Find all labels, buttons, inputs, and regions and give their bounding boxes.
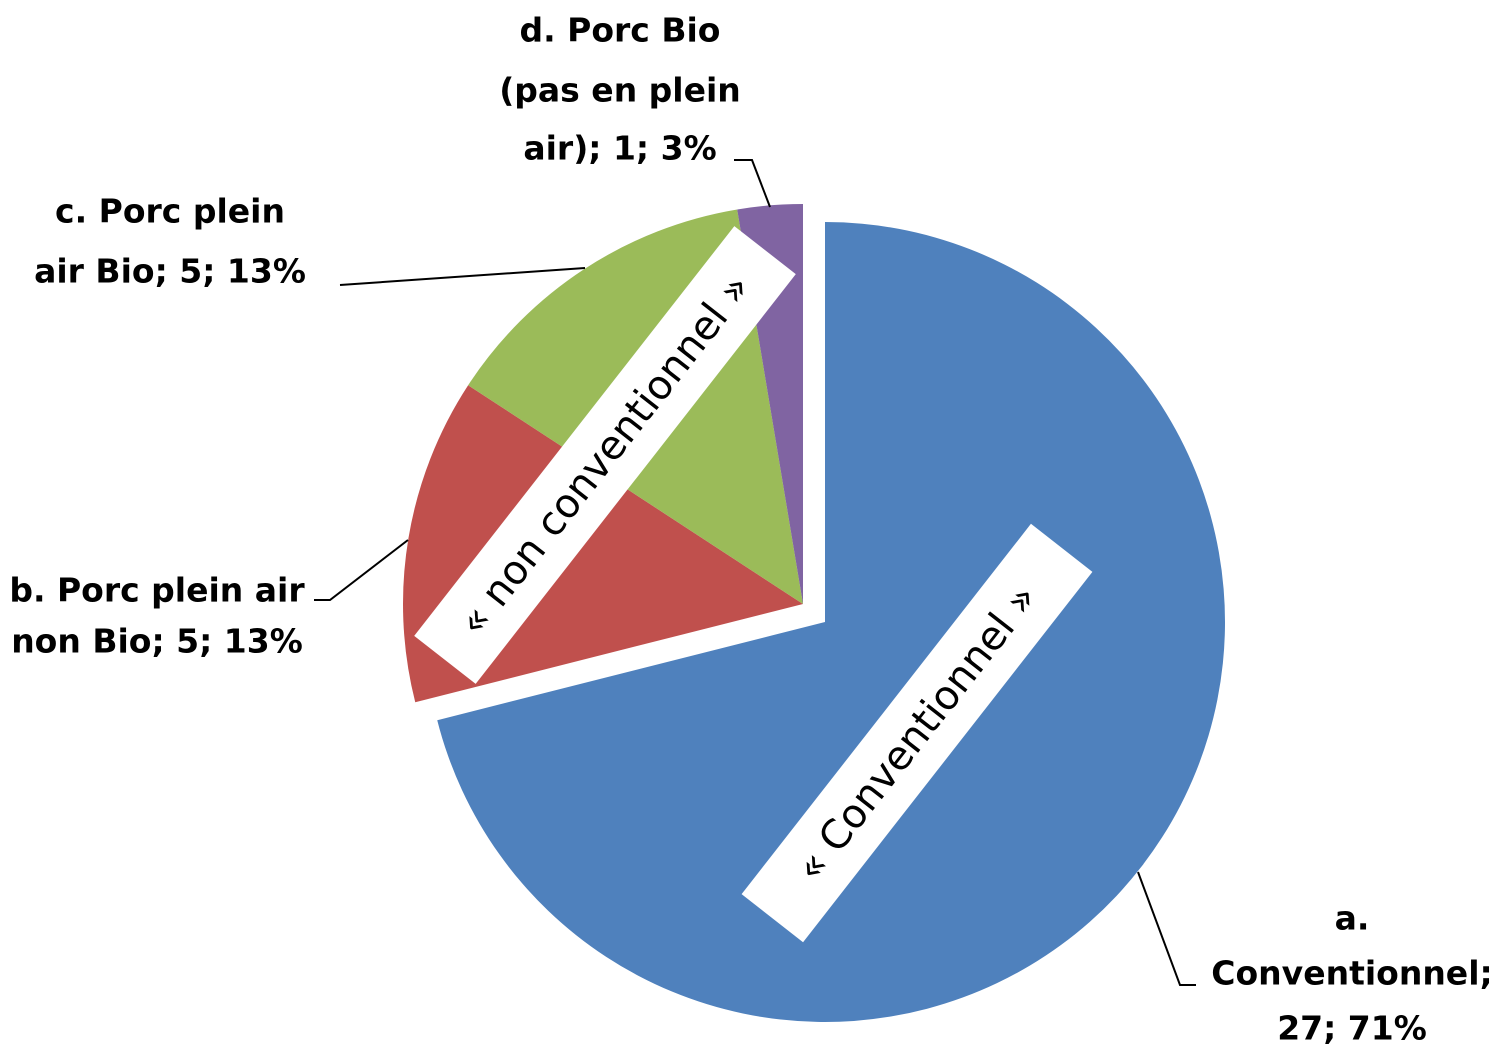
annotation-box (414, 226, 796, 684)
data-label: b. Porc plein air (9, 571, 305, 610)
data-label: air); 1; 3% (523, 129, 716, 168)
data-label: a. (1335, 899, 1370, 938)
leader-line (1137, 871, 1196, 986)
leader-line (734, 159, 771, 208)
data-label: d. Porc Bio (520, 11, 721, 50)
data-label: 27; 71% (1277, 1009, 1427, 1048)
data-label: (pas en plein (499, 71, 741, 110)
leader-line (339, 267, 586, 286)
data-label: c. Porc plein (55, 192, 285, 231)
data-label: non Bio; 5; 13% (11, 622, 303, 661)
data-label: Conventionnel; (1211, 954, 1492, 993)
data-label: air Bio; 5; 13% (34, 252, 306, 291)
leader-line (314, 539, 409, 601)
pie-slice (437, 222, 1226, 1022)
annotation-box (741, 523, 1093, 943)
